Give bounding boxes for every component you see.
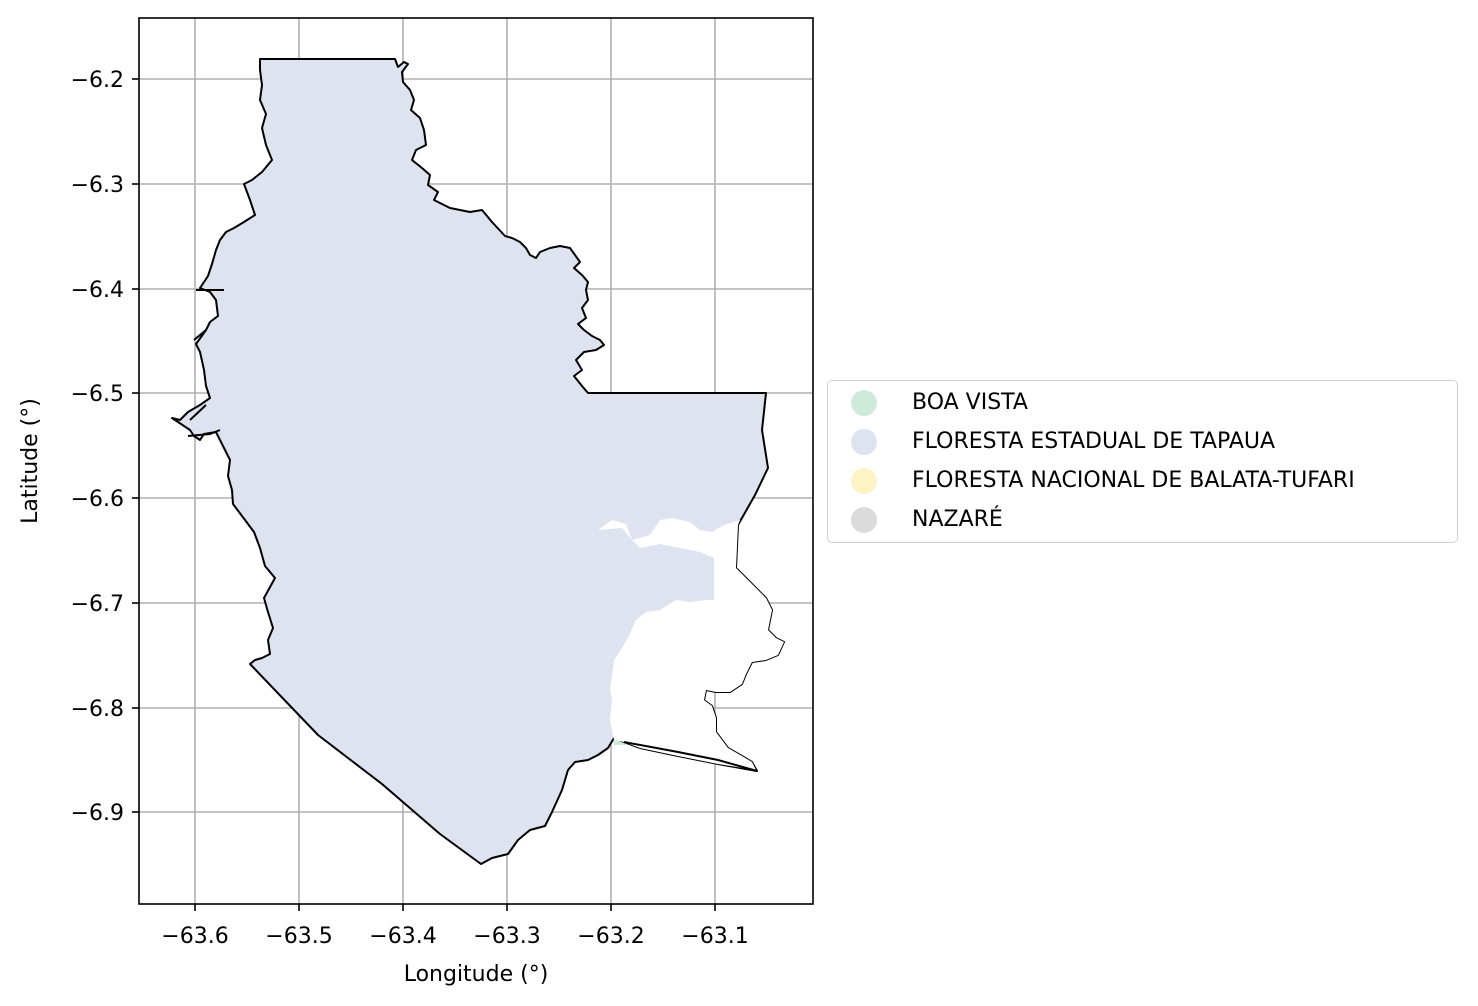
y-tick-label: −6.5 xyxy=(71,382,124,407)
x-tick-label: −63.2 xyxy=(577,924,644,949)
x-tick-labels: −63.6 −63.5 −63.4 −63.3 −63.2 −63.1 xyxy=(161,924,748,949)
y-tick-label: −6.3 xyxy=(71,173,124,198)
y-tick-label: −6.2 xyxy=(71,68,124,93)
legend-swatch-boa-vista xyxy=(851,390,877,416)
river-area-outline-south xyxy=(623,741,758,772)
y-tick-label: −6.9 xyxy=(71,801,124,826)
x-tick-label: −63.1 xyxy=(681,924,748,949)
legend-item-floresta-nacional-de-balata-tufari: FLORESTA NACIONAL DE BALATA-TUFARI xyxy=(828,466,1457,496)
axes-frame xyxy=(138,17,814,905)
x-tick-label: −63.6 xyxy=(161,924,228,949)
y-axis-label: Latitude (°) xyxy=(18,398,43,524)
x-tick-label: −63.3 xyxy=(473,924,540,949)
x-axis-label: Longitude (°) xyxy=(404,962,549,987)
legend-item-nazare: NAZARÉ xyxy=(828,505,1457,535)
x-tick-label: −63.4 xyxy=(369,924,436,949)
legend-label: BOA VISTA xyxy=(912,390,1028,415)
y-tick-label: −6.7 xyxy=(71,592,124,617)
y-tick-label: −6.6 xyxy=(71,487,124,512)
legend-swatch-floresta-estadual-de-tapaua xyxy=(851,429,877,455)
legend-item-boa-vista: BOA VISTA xyxy=(828,388,1457,418)
y-tick-label: −6.4 xyxy=(71,278,124,303)
legend-item-floresta-estadual-de-tapaua: FLORESTA ESTADUAL DE TAPAUA xyxy=(828,427,1457,457)
legend-label: FLORESTA ESTADUAL DE TAPAUA xyxy=(912,429,1276,454)
legend-swatch-nazare xyxy=(851,507,877,533)
x-tick-label: −63.5 xyxy=(265,924,332,949)
boundary-detail-west xyxy=(187,289,224,437)
legend-label: FLORESTA NACIONAL DE BALATA-TUFARI xyxy=(912,468,1355,493)
legend: BOA VISTA FLORESTA ESTADUAL DE TAPAUA FL… xyxy=(827,380,1458,543)
river-area xyxy=(598,518,784,770)
tick-marks xyxy=(132,78,716,911)
legend-swatch-floresta-nacional-de-balata-tufari xyxy=(851,468,877,494)
y-tick-label: −6.8 xyxy=(71,697,124,722)
legend-label: NAZARÉ xyxy=(912,507,1003,532)
y-tick-labels: −6.2 −6.3 −6.4 −6.5 −6.6 −6.7 −6.8 −6.9 xyxy=(71,68,124,826)
